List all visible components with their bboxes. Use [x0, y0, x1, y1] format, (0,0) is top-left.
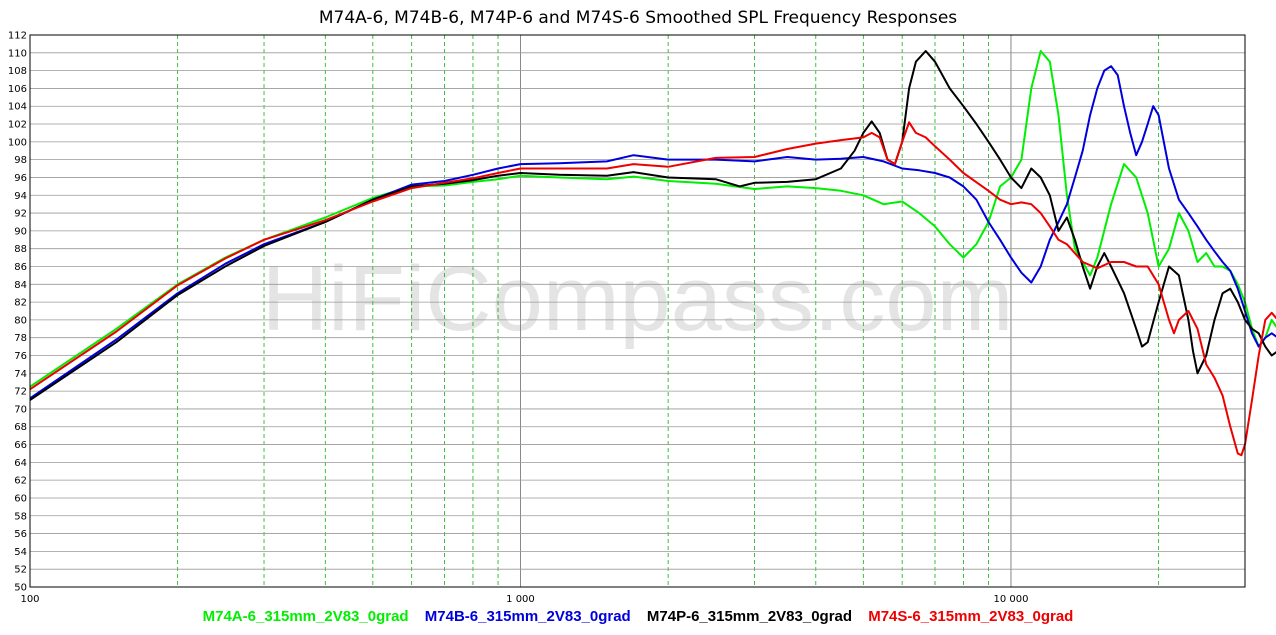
y-tick-label: 54 — [14, 547, 27, 558]
y-tick-label: 88 — [14, 244, 27, 255]
y-tick-label: 56 — [14, 529, 27, 540]
y-tick-label: 98 — [14, 155, 27, 166]
y-tick-label: 50 — [14, 583, 27, 594]
x-tick-label: 100 — [20, 594, 39, 605]
y-tick-label: 78 — [14, 333, 27, 344]
y-tick-label: 112 — [8, 31, 27, 42]
y-tick-label: 94 — [14, 191, 27, 202]
y-tick-label: 62 — [14, 476, 27, 487]
series-line-4 — [29, 121, 1276, 457]
series-line-2 — [29, 65, 1276, 400]
y-tick-label: 72 — [14, 387, 27, 398]
y-tick-label: 68 — [14, 422, 27, 433]
y-tick-label: 84 — [14, 280, 27, 291]
series-line-3 — [29, 50, 1276, 401]
y-tick-label: 104 — [8, 102, 27, 113]
y-tick-label: 92 — [14, 209, 27, 220]
legend-entry-m74p: M74P-6_315mm_2V83_0grad — [646, 608, 853, 625]
y-tick-label: 60 — [14, 493, 27, 504]
y-tick-label: 76 — [14, 351, 27, 362]
y-tick-label: 64 — [14, 458, 27, 469]
y-tick-label: 70 — [14, 404, 27, 415]
y-tick-label: 86 — [14, 262, 27, 273]
y-tick-label: 74 — [14, 369, 27, 380]
y-tick-label: 80 — [14, 315, 27, 326]
y-tick-label: 66 — [14, 440, 27, 451]
legend: M74A-6_315mm_2V83_0grad M74B-6_315mm_2V8… — [0, 608, 1276, 625]
y-tick-label: 100 — [8, 137, 27, 148]
legend-entry-m74b: M74B-6_315mm_2V83_0grad — [424, 608, 631, 625]
x-tick-label: 1 000 — [506, 594, 535, 605]
y-tick-label: 90 — [14, 226, 27, 237]
legend-entry-m74a: M74A-6_315mm_2V83_0grad — [202, 608, 409, 625]
y-tick-label: 102 — [8, 120, 27, 131]
watermark-text: HiFiCompass.com — [262, 248, 1013, 350]
y-tick-label: 110 — [8, 48, 27, 59]
chart-title: M74A-6, M74B-6, M74P-6 and M74S-6 Smooth… — [318, 8, 958, 28]
y-tick-label: 96 — [14, 173, 27, 184]
y-tick-label: 106 — [8, 84, 27, 95]
y-tick-label: 52 — [14, 565, 27, 576]
plot-frame — [29, 34, 1246, 588]
y-tick-label: 82 — [14, 298, 27, 309]
x-tick-label: 10 000 — [993, 594, 1028, 605]
y-tick-label: 108 — [8, 66, 27, 77]
y-tick-label: 58 — [14, 511, 27, 522]
legend-entry-m74s: M74S-6_315mm_2V83_0grad — [868, 608, 1074, 625]
